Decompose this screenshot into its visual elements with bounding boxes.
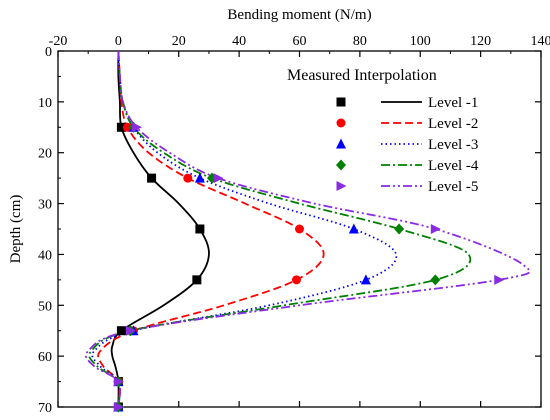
legend-label-level-4: Level -4 — [428, 158, 479, 174]
legend-header: Measured Interpolation — [287, 67, 437, 84]
data-point-level-5 — [113, 402, 124, 412]
legend-label-level-1: Level -1 — [428, 95, 478, 111]
data-point-level-5 — [494, 274, 505, 285]
data-point-level-5 — [430, 224, 441, 234]
series-curve-level-3 — [91, 51, 398, 407]
legend-marker-level-2 — [336, 118, 346, 128]
x-tick-label: 40 — [232, 34, 246, 49]
x-tick-label: 80 — [353, 34, 367, 49]
data-point-level-1 — [116, 122, 126, 132]
legend-marker-level-3 — [336, 138, 346, 149]
data-point-level-1 — [195, 224, 205, 234]
y-tick-label: 10 — [38, 96, 52, 111]
y-tick-label: 20 — [38, 147, 52, 162]
data-point-level-3 — [194, 172, 205, 183]
legend: Measured Interpolation Level -1 Level -2 Le… — [287, 67, 479, 195]
x-tick-label: -20 — [49, 34, 68, 49]
legend-label-level-3: Level -3 — [428, 137, 478, 153]
x-tick-label: 100 — [410, 34, 431, 49]
legend-marker-level-4 — [336, 159, 346, 171]
x-tick-label: 20 — [172, 34, 186, 49]
data-point-level-2 — [291, 275, 301, 285]
legend-label-level-5: Level -5 — [428, 179, 478, 195]
data-point-level-4 — [394, 223, 405, 235]
data-point-level-2 — [295, 224, 304, 234]
legend-marker-level-5 — [336, 181, 347, 191]
series-curve-level-2 — [97, 51, 325, 407]
x-tick-label: 120 — [470, 34, 491, 49]
data-point-level-5 — [213, 173, 224, 184]
data-point-level-4 — [430, 274, 441, 286]
y-tick-label: 40 — [38, 248, 52, 263]
legend-marker-level-1 — [336, 97, 346, 107]
axes-layer: -20 0 20 40 60 80 100 120 140010203040506070Bend… — [8, 7, 550, 416]
data-point-level-2 — [183, 173, 193, 183]
y-tick-label: 30 — [38, 198, 52, 213]
data-point-level-1 — [116, 326, 126, 336]
y-tick-label: 70 — [38, 401, 52, 416]
data-point-level-3 — [360, 274, 371, 285]
y-tick-label: 0 — [45, 45, 52, 60]
data-point-level-5 — [131, 122, 142, 133]
series-curve-level-4 — [88, 51, 472, 407]
markers-layer — [113, 121, 505, 413]
legend-label-level-2: Level -2 — [428, 116, 478, 132]
y-tick-label: 60 — [38, 350, 52, 365]
data-point-level-1 — [147, 173, 157, 183]
x-tick-label: 0 — [115, 34, 122, 49]
data-point-level-5 — [125, 325, 136, 336]
y-tick-label: 50 — [38, 299, 52, 314]
y-axis-title: Depth (cm) — [8, 195, 24, 264]
data-point-level-1 — [192, 275, 202, 285]
data-point-level-3 — [348, 223, 359, 234]
series-curve-level-1 — [110, 51, 210, 407]
x-tick-label: 60 — [293, 34, 307, 49]
data-point-level-5 — [113, 376, 124, 387]
x-axis-title: Bending moment (N/m) — [227, 7, 371, 23]
x-tick-label: 140 — [531, 34, 550, 49]
